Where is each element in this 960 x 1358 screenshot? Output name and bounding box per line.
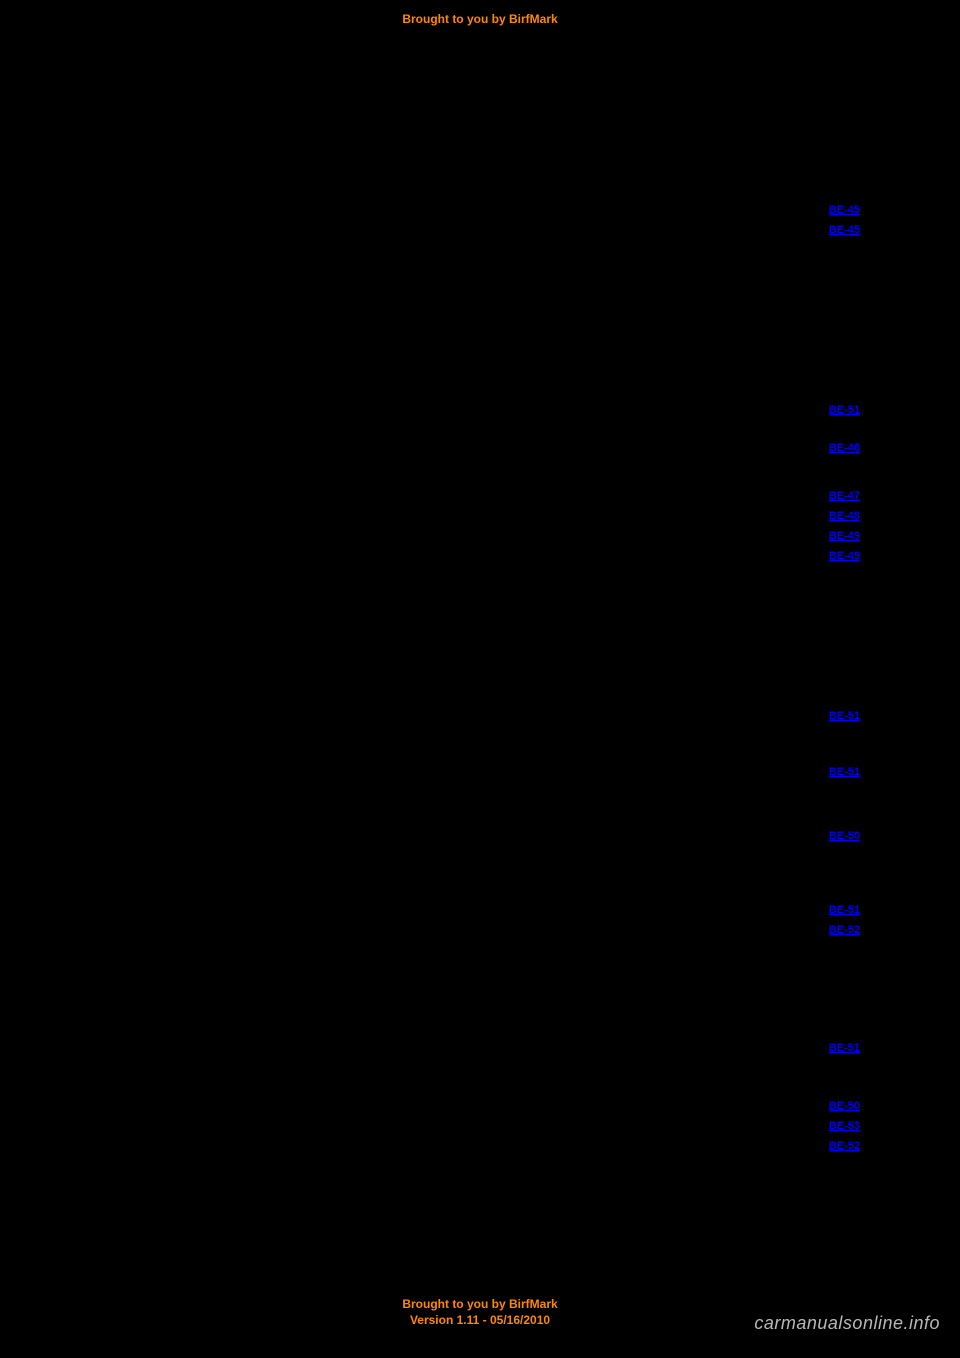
bottom-banner-line1: Brought to you by BirfMark xyxy=(0,1296,960,1312)
page-ref-link[interactable]: BE-52 xyxy=(829,920,860,940)
page-ref-link[interactable]: BE-48 xyxy=(829,506,860,526)
page-ref-link[interactable]: BE-51 xyxy=(829,400,860,420)
page-ref-link[interactable]: BE-50 xyxy=(829,826,860,846)
page-ref-link[interactable]: BE-49 xyxy=(829,546,860,566)
ref-group: BE-47BE-48BE-49BE-49 xyxy=(829,486,860,566)
ref-group: BE-51 xyxy=(829,706,860,726)
page-ref-link[interactable]: BE-46 xyxy=(829,438,860,458)
page-ref-link[interactable]: BE-51 xyxy=(829,1038,860,1058)
ref-group: BE-45BE-45 xyxy=(829,200,860,240)
ref-group: BE-51BE-52 xyxy=(829,900,860,940)
ref-group: BE-50BE-53BE-52 xyxy=(829,1096,860,1156)
ref-group: BE-51 xyxy=(829,400,860,420)
page-ref-link[interactable]: BE-52 xyxy=(829,1136,860,1156)
ref-group: BE-50 xyxy=(829,826,860,846)
page-ref-link[interactable]: BE-47 xyxy=(829,486,860,506)
page-ref-link[interactable]: BE-50 xyxy=(829,1096,860,1116)
page-ref-link[interactable]: BE-49 xyxy=(829,526,860,546)
top-banner: Brought to you by BirfMark xyxy=(0,12,960,26)
ref-group: BE-51 xyxy=(829,1038,860,1058)
page-ref-link[interactable]: BE-51 xyxy=(829,706,860,726)
page-ref-link[interactable]: BE-53 xyxy=(829,1116,860,1136)
watermark: carmanualsonline.info xyxy=(754,1313,940,1334)
ref-group: BE-51 xyxy=(829,762,860,782)
ref-group: BE-46 xyxy=(829,438,860,458)
page-ref-link[interactable]: BE-45 xyxy=(829,200,860,220)
page-ref-link[interactable]: BE-51 xyxy=(829,762,860,782)
page-ref-link[interactable]: BE-45 xyxy=(829,220,860,240)
page-ref-link[interactable]: BE-51 xyxy=(829,900,860,920)
